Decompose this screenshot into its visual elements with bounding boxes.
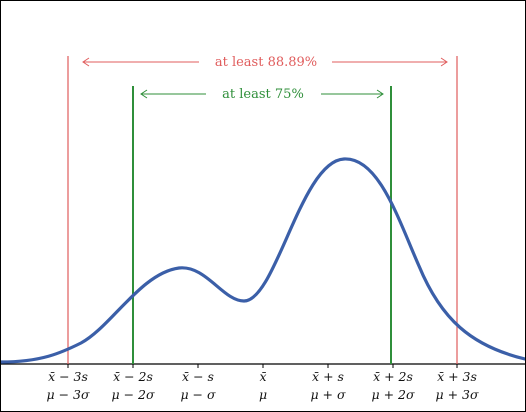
outer-annotation: at least 88.89% <box>215 55 317 70</box>
tick-label-sample: x̄ + s <box>312 369 344 384</box>
tick-label-sample: x̄ + 3s <box>437 369 477 384</box>
outer-arrow <box>82 57 448 67</box>
tick-label-sample: x̄ − 3s <box>48 369 88 384</box>
tick-label-population: μ − 3σ <box>46 387 89 402</box>
distribution-curve <box>1 157 525 364</box>
tick-labels: x̄ − 3s μ − 3σ x̄ − 2s μ − 2σ x̄ − s μ − σ x̄ μ… <box>46 369 478 402</box>
tick-label-sample: x̄ <box>259 369 266 384</box>
inner-arrow <box>140 89 384 99</box>
tick-label-population: μ − 2σ <box>111 387 154 402</box>
tick-label-population: μ + σ <box>310 387 346 402</box>
tick-marks <box>67 364 458 368</box>
tick-label-sample: x̄ − 2s <box>113 369 153 384</box>
inner-annotation: at least 75% <box>222 87 304 102</box>
tick-label-sample: x̄ − s <box>182 369 214 384</box>
tick-label-sample: x̄ + 2s <box>373 369 413 384</box>
tick-label-population: μ + 3σ <box>435 387 478 402</box>
tick-label-population: μ + 2σ <box>371 387 414 402</box>
tick-label-population: μ <box>259 387 267 402</box>
tick-label-population: μ − σ <box>180 387 216 402</box>
